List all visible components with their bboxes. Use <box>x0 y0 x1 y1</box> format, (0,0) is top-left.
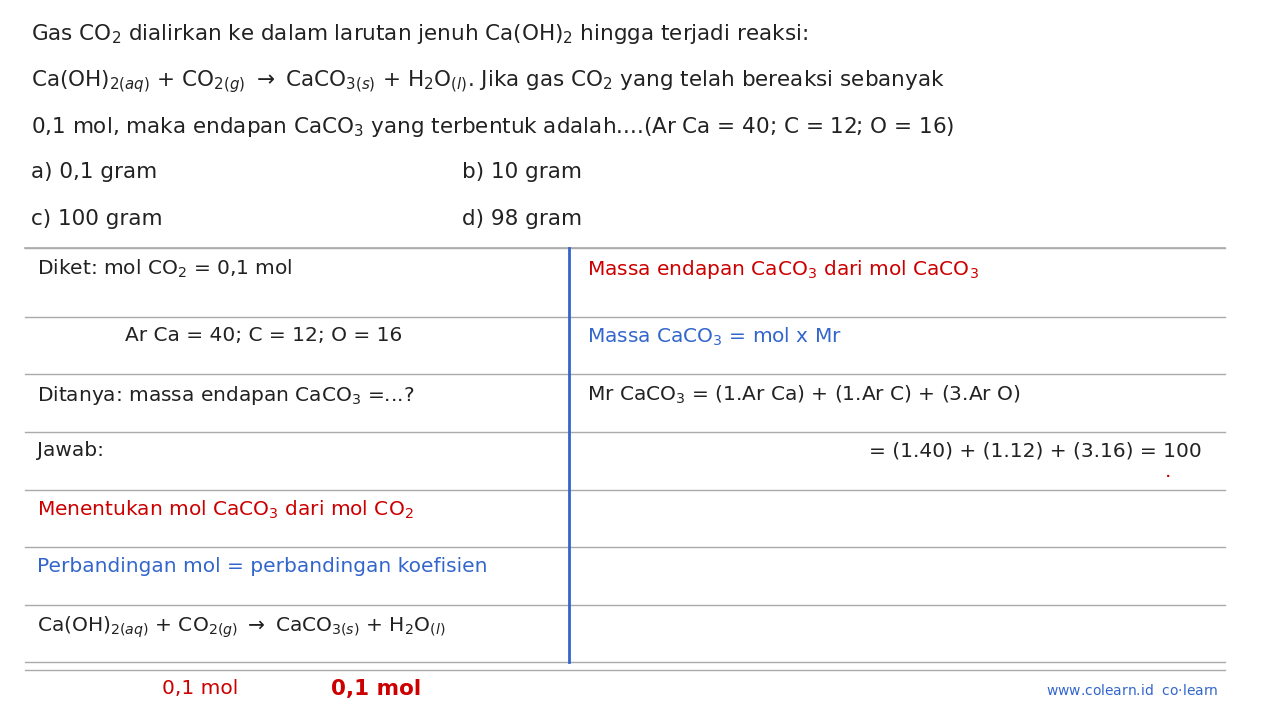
Text: b) 10 gram: b) 10 gram <box>462 162 582 182</box>
Text: Jawab:: Jawab: <box>37 441 105 460</box>
Text: Perbandingan mol = perbandingan koefisien: Perbandingan mol = perbandingan koefisie… <box>37 557 488 575</box>
Text: 0,1 mol, maka endapan CaCO$_3$ yang terbentuk adalah....(Ar Ca = 40; C = 12; O =: 0,1 mol, maka endapan CaCO$_3$ yang terb… <box>31 115 955 139</box>
Text: a) 0,1 gram: a) 0,1 gram <box>31 162 157 182</box>
Text: Ca(OH)$_{2(aq)}$ + CO$_{2(g)}$ $\rightarrow$ CaCO$_{3(s)}$ + H$_2$O$_{(l)}$. Jik: Ca(OH)$_{2(aq)}$ + CO$_{2(g)}$ $\rightar… <box>31 68 945 95</box>
Text: Ar Ca = 40; C = 12; O = 16: Ar Ca = 40; C = 12; O = 16 <box>125 326 402 345</box>
Text: c) 100 gram: c) 100 gram <box>31 209 163 229</box>
Text: Ditanya: massa endapan CaCO$_3$ =...?: Ditanya: massa endapan CaCO$_3$ =...? <box>37 384 415 407</box>
Text: 0,1 mol: 0,1 mol <box>163 679 239 698</box>
Text: Diket: mol CO$_2$ = 0,1 mol: Diket: mol CO$_2$ = 0,1 mol <box>37 258 293 280</box>
Text: Massa endapan CaCO$_3$ dari mol CaCO$_3$: Massa endapan CaCO$_3$ dari mol CaCO$_3$ <box>588 258 979 281</box>
Text: Mr CaCO$_3$ = (1.Ar Ca) + (1.Ar C) + (3.Ar O): Mr CaCO$_3$ = (1.Ar Ca) + (1.Ar C) + (3.… <box>588 384 1021 406</box>
Text: Gas CO$_2$ dialirkan ke dalam larutan jenuh Ca(OH)$_2$ hingga terjadi reaksi:: Gas CO$_2$ dialirkan ke dalam larutan je… <box>31 22 808 45</box>
Text: Massa CaCO$_3$ = mol x Mr: Massa CaCO$_3$ = mol x Mr <box>588 326 842 348</box>
Text: www.colearn.id  co$\cdot$learn: www.colearn.id co$\cdot$learn <box>1046 683 1219 698</box>
Text: = (1.40) + (1.12) + (3.16) = 100: = (1.40) + (1.12) + (3.16) = 100 <box>869 441 1202 460</box>
Text: Menentukan mol CaCO$_3$ dari mol CO$_2$: Menentukan mol CaCO$_3$ dari mol CO$_2$ <box>37 499 413 521</box>
Text: Ca(OH)$_{2(aq)}$ + CO$_{2(g)}$ $\rightarrow$ CaCO$_{3(s)}$ + H$_2$O$_{(l)}$: Ca(OH)$_{2(aq)}$ + CO$_{2(g)}$ $\rightar… <box>37 614 447 639</box>
Text: .: . <box>1165 462 1171 480</box>
Text: d) 98 gram: d) 98 gram <box>462 209 582 229</box>
Text: 0,1 mol: 0,1 mol <box>332 679 421 699</box>
